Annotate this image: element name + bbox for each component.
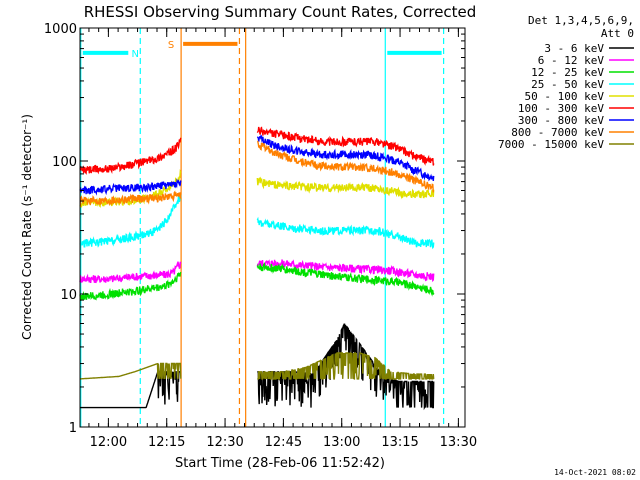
chart-title: RHESSI Observing Summary Count Rates, Co… — [84, 3, 477, 21]
plot-frame — [79, 27, 466, 428]
interval-bar-label: S — [168, 40, 174, 51]
legend-label: 50 - 100 keV — [525, 90, 605, 103]
legend-label: 300 - 800 keV — [518, 114, 604, 127]
legend-header-1: Det 1,3,4,5,6,9, — [528, 14, 634, 27]
interval-bar-label: N — [132, 49, 139, 60]
series-line — [79, 194, 435, 250]
series-line — [79, 126, 435, 175]
legend-label: 12 - 25 keV — [531, 66, 604, 79]
y-axis-label: Corrected Count Rate (s⁻¹ detector⁻¹) — [20, 114, 34, 340]
x-tick-label: 13:00 — [323, 435, 360, 450]
x-tick-label: 12:30 — [206, 435, 243, 450]
y-tick-label: 1000 — [44, 22, 77, 37]
x-tick-label: 13:30 — [440, 435, 477, 450]
series-line — [79, 259, 435, 284]
y-tick-label: 1 — [69, 421, 77, 436]
x-tick-label: 12:15 — [148, 435, 185, 450]
x-axis-label: Start Time (28-Feb-06 11:52:42) — [175, 456, 385, 471]
y-tick-label: 100 — [52, 155, 77, 170]
legend-label: 6 - 12 keV — [538, 54, 605, 67]
legend-label: 3 - 6 keV — [544, 42, 604, 55]
x-tick-label: 12:45 — [265, 435, 302, 450]
legend-label: 7000 - 15000 keV — [498, 138, 604, 151]
series-line — [79, 134, 435, 196]
legend-label: 25 - 50 keV — [531, 78, 604, 91]
legend-label: 100 - 300 keV — [518, 102, 604, 115]
series-line — [79, 140, 435, 207]
legend-label: 800 - 7000 keV — [511, 126, 604, 139]
x-tick-label: 13:15 — [381, 435, 418, 450]
legend-header-2: Att 0 — [601, 27, 634, 40]
series-line — [79, 262, 435, 301]
x-tick-label: 12:00 — [90, 435, 127, 450]
y-tick-label: 10 — [60, 288, 77, 303]
footer-date: 14-Oct-2021 08:02 — [554, 468, 636, 477]
series-line — [80, 352, 435, 381]
